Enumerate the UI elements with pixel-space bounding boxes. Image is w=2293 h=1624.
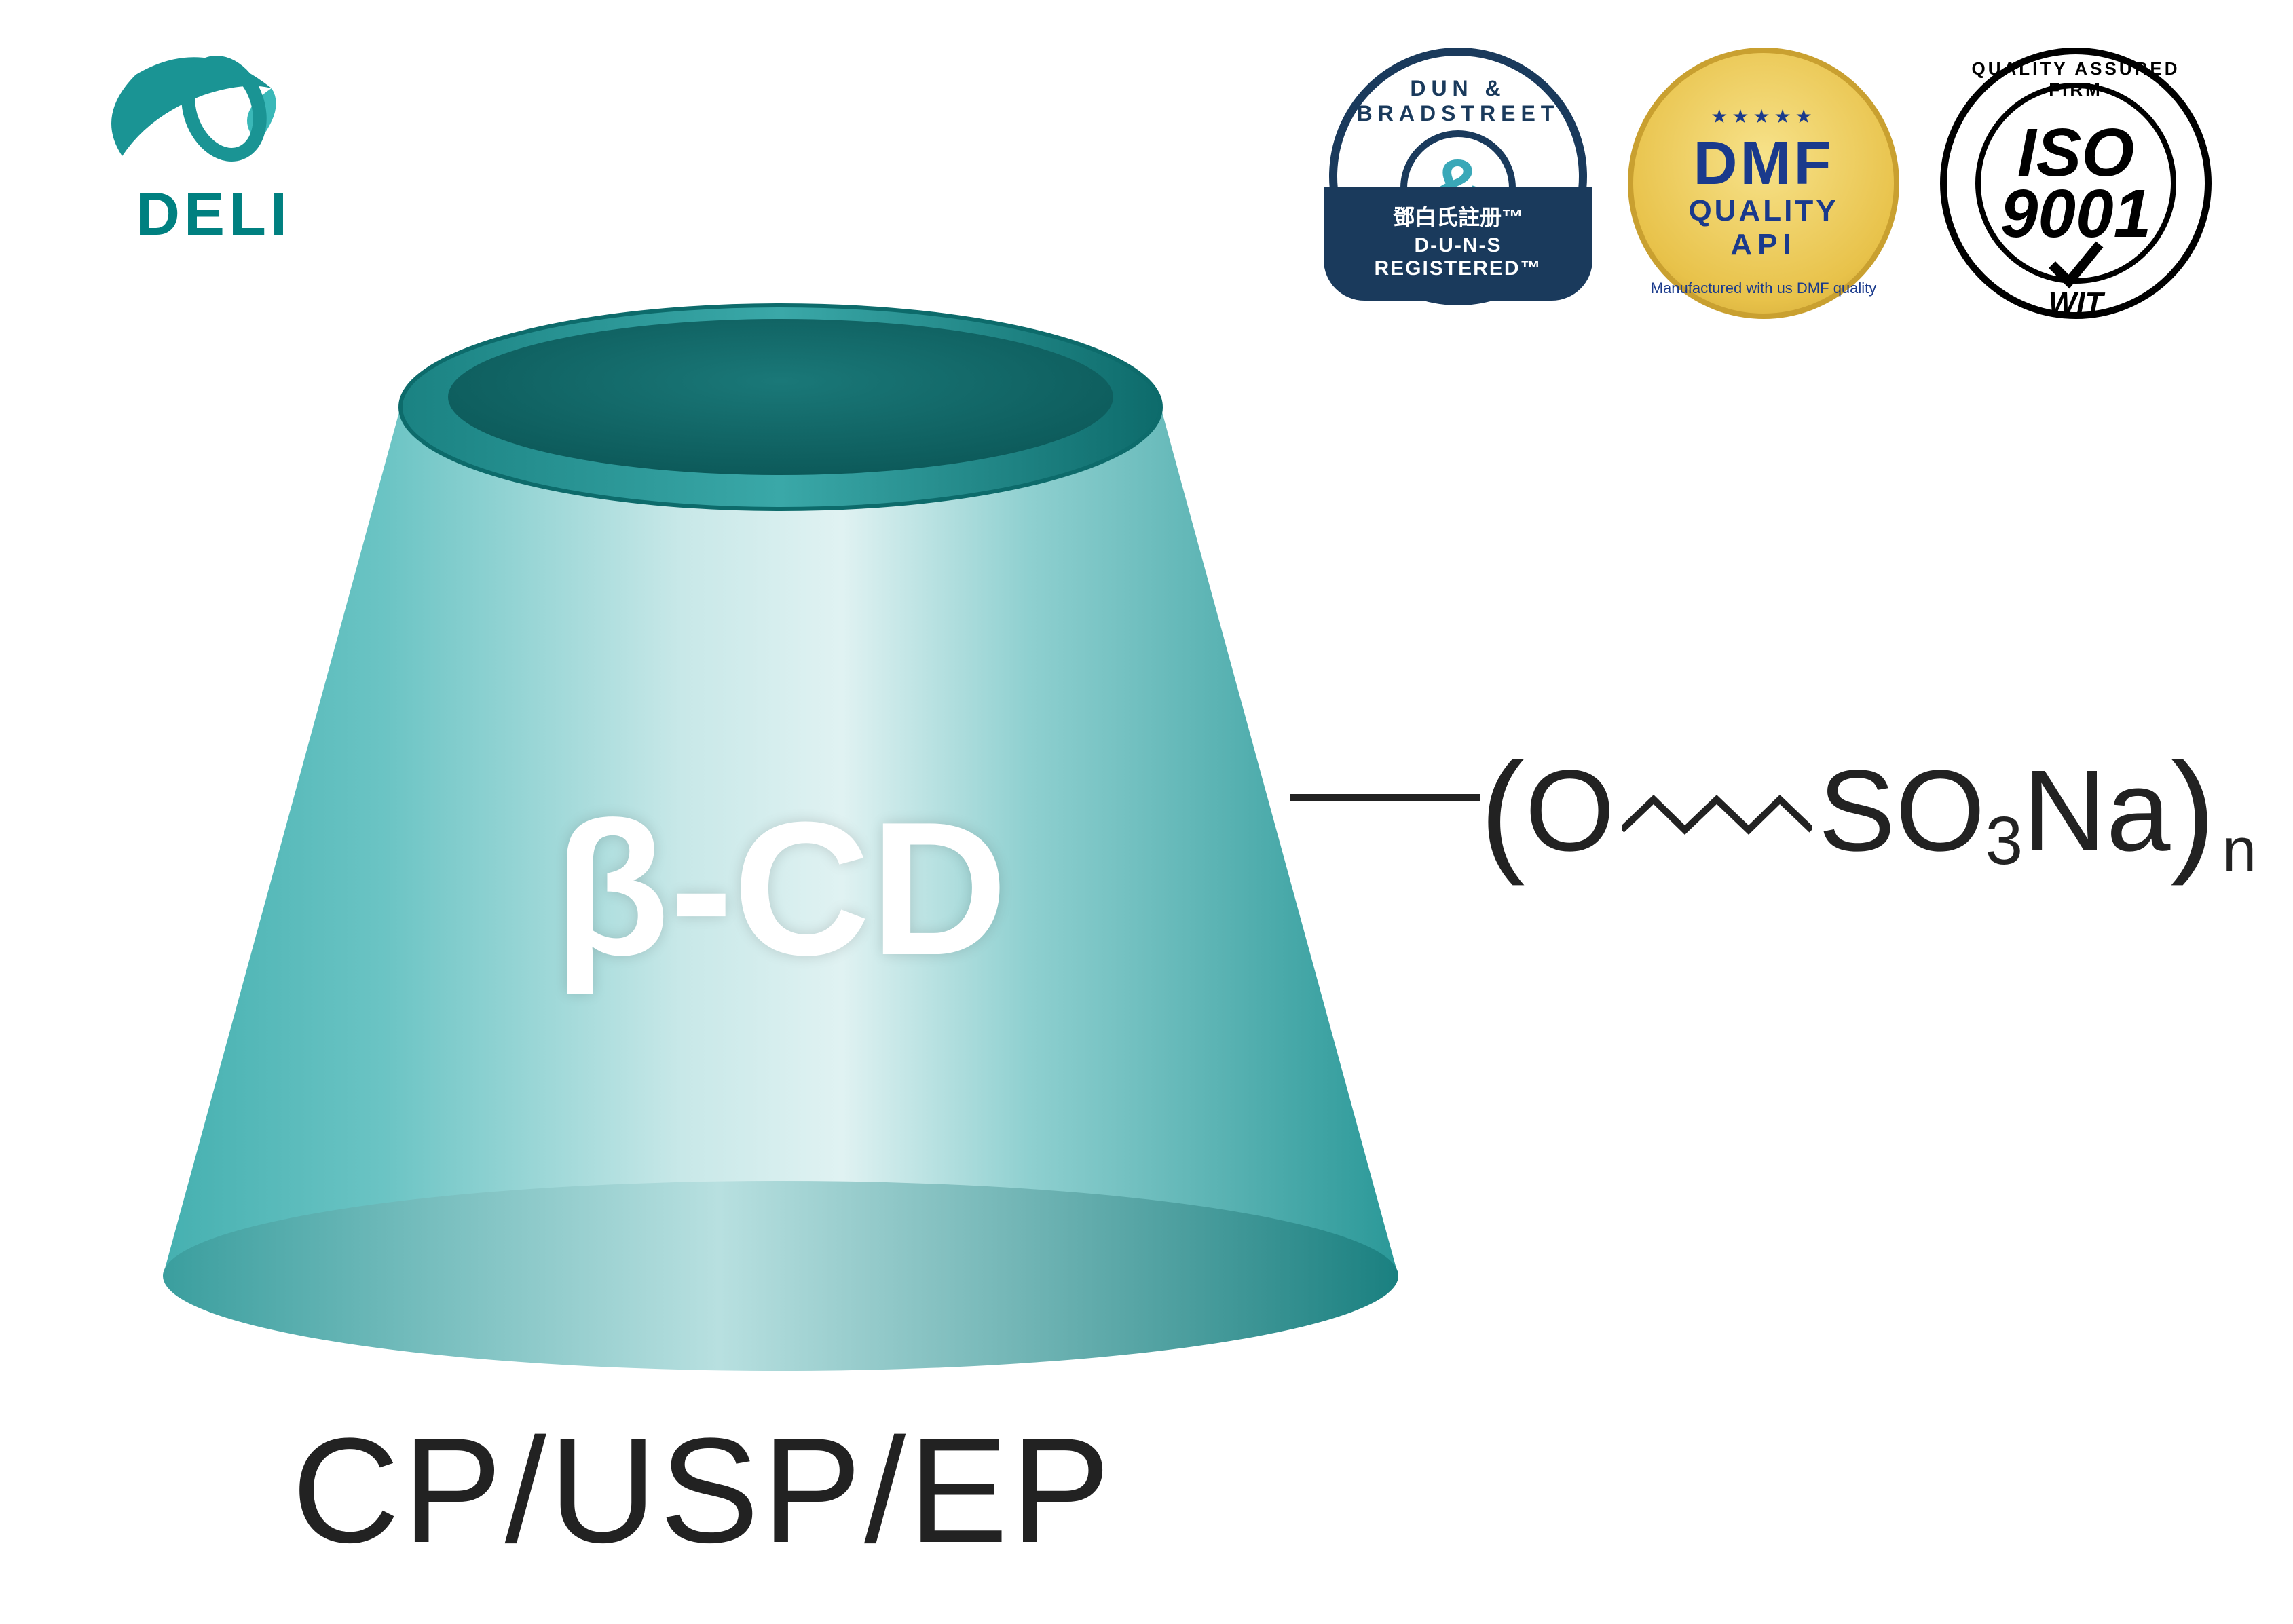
- dmf-badge: ★★★★★ DMF QUALITY API Manufactured with …: [1628, 48, 1913, 333]
- iso-footer: WIT: [1947, 286, 2205, 320]
- formula-connector-line: [1290, 794, 1480, 801]
- dmf-stars-icon: ★★★★★: [1711, 105, 1816, 128]
- formula-na: Na: [2023, 744, 2170, 877]
- brand-logo: DELI: [81, 48, 299, 250]
- dmf-line2: API: [1730, 228, 1796, 262]
- duns-arc-text: DUN & BRADSTREET: [1337, 76, 1579, 126]
- formula-so: SO: [1819, 744, 1986, 877]
- pharmacopoeia-standards: CP/USP/EP: [292, 1405, 1113, 1576]
- formula-open-paren: (: [1480, 733, 1525, 889]
- iso-number: 9001: [2000, 183, 2151, 244]
- zigzag-bond-icon: [1622, 738, 1812, 871]
- chemical-formula: ( O SO 3 Na ) n: [1480, 726, 2256, 882]
- logo-swoosh-icon: [81, 48, 299, 183]
- certification-badges: DUN & BRADSTREET & 鄧白氏註册™ D-U-N-S REGIST…: [1316, 48, 2225, 333]
- dmf-line1: QUALITY: [1688, 194, 1838, 228]
- formula-close-paren: ): [2170, 733, 2216, 889]
- iso-badge: QUALITY ASSURED FIRM ISO 9001 WIT: [1940, 48, 2225, 333]
- iso-title: ISO: [2017, 122, 2134, 183]
- formula-sub-n: n: [2222, 816, 2256, 886]
- formula-sub-3: 3: [1985, 802, 2023, 880]
- formula-oxygen: O: [1525, 744, 1615, 877]
- duns-chinese: 鄧白氏註册™: [1330, 200, 1586, 231]
- dmf-arc-text: Manufactured with us DMF quality: [1633, 280, 1894, 297]
- checkmark-icon: [2045, 238, 2106, 292]
- cone-label: β-CD: [554, 780, 1008, 998]
- dmf-title: DMF: [1694, 133, 1834, 194]
- logo-brand-text: DELI: [136, 180, 299, 250]
- cyclodextrin-cone: β-CD: [136, 271, 1425, 1323]
